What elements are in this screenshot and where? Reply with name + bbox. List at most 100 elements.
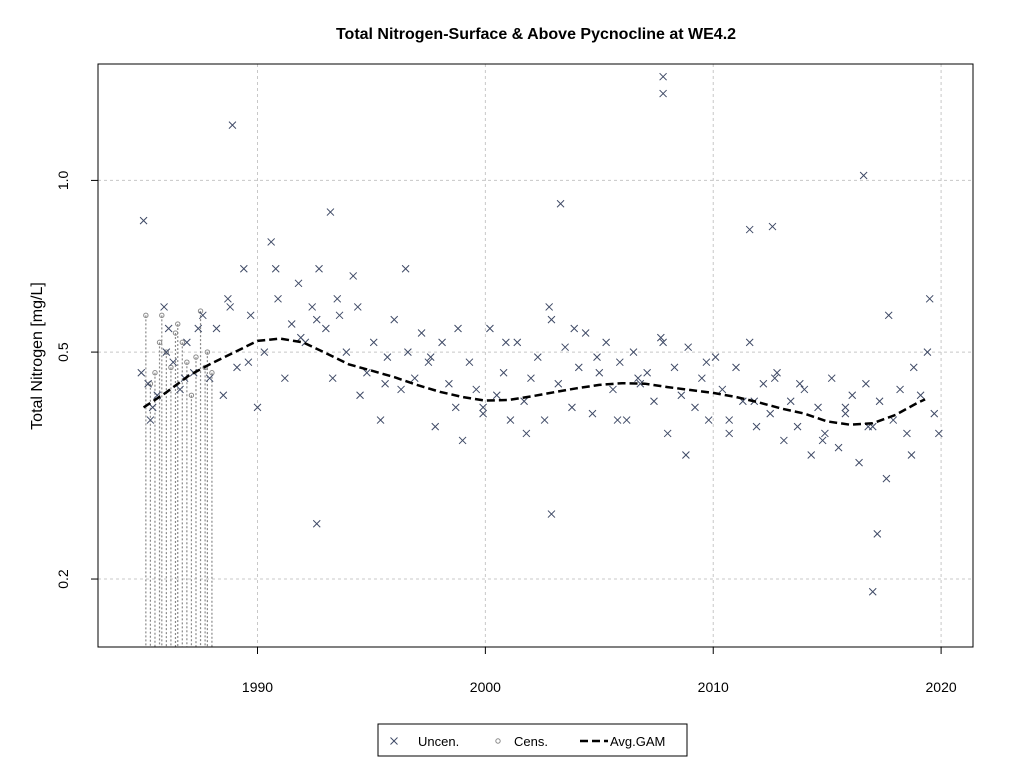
uncensored-point bbox=[873, 530, 882, 538]
uncensored-point bbox=[574, 363, 583, 372]
uncensored-point bbox=[759, 379, 768, 388]
uncensored-point bbox=[342, 348, 351, 356]
uncensored-point bbox=[205, 374, 214, 383]
uncensored-point bbox=[296, 333, 305, 342]
uncensored-point bbox=[326, 208, 335, 216]
uncensored-point bbox=[308, 303, 317, 311]
uncensored-point bbox=[862, 379, 870, 388]
uncensored-point bbox=[294, 279, 303, 288]
uncensored-point bbox=[451, 403, 460, 412]
uncensored-point bbox=[404, 348, 412, 356]
uncensored-point bbox=[520, 397, 528, 406]
uncensored-point bbox=[383, 353, 392, 361]
uncensored-point bbox=[841, 403, 850, 412]
uncensored-point bbox=[335, 311, 344, 320]
uncensored-point bbox=[426, 353, 435, 361]
uncensored-point bbox=[768, 222, 777, 231]
uncensored-point bbox=[369, 338, 378, 347]
uncensored-point bbox=[868, 587, 877, 596]
censored-point bbox=[188, 392, 195, 398]
uncensored-point bbox=[194, 324, 203, 333]
uncensored-point bbox=[650, 397, 658, 406]
legend-marker-uncensored bbox=[390, 737, 398, 745]
uncensored-point bbox=[381, 379, 389, 388]
uncensored-point bbox=[568, 403, 576, 412]
uncensored-point bbox=[253, 403, 262, 412]
x-tick-label: 2010 bbox=[698, 679, 729, 695]
uncensored-point bbox=[704, 416, 713, 424]
uncensored-point bbox=[410, 374, 419, 383]
uncensored-point bbox=[198, 311, 207, 320]
legend-label: Avg.GAM bbox=[610, 734, 665, 749]
uncensored-point bbox=[818, 436, 827, 445]
uncensored-point bbox=[834, 443, 843, 452]
uncensored-point bbox=[896, 385, 904, 394]
uncensored-point bbox=[445, 379, 453, 388]
uncensored-point bbox=[930, 409, 939, 418]
uncensored-point bbox=[923, 348, 932, 356]
uncensored-point bbox=[659, 89, 667, 98]
uncensored-point bbox=[780, 436, 788, 445]
uncensored-point bbox=[615, 358, 624, 367]
uncensored-point bbox=[244, 358, 253, 367]
uncensored-point bbox=[169, 358, 178, 367]
x-axis: 1990 2000 2010 2020 bbox=[242, 647, 957, 695]
censored-point bbox=[156, 339, 163, 346]
uncensored-point bbox=[556, 199, 565, 208]
uncensored-point bbox=[745, 225, 754, 234]
uncensored-point bbox=[224, 294, 232, 303]
y-tick-label: 0.2 bbox=[55, 569, 71, 589]
uncensored-point bbox=[280, 374, 289, 383]
uncensored-point bbox=[226, 303, 235, 311]
uncensored-point bbox=[581, 329, 590, 337]
censored-point bbox=[179, 339, 186, 346]
uncensored-point bbox=[711, 353, 720, 361]
uncensored-point bbox=[800, 385, 809, 394]
uncensored-point bbox=[287, 320, 296, 328]
censored-point bbox=[202, 364, 208, 371]
censored-point bbox=[175, 321, 181, 327]
uncensored-point bbox=[212, 324, 221, 333]
uncensored-point bbox=[725, 429, 734, 438]
uncensored-point bbox=[431, 422, 440, 431]
y-axis-label: Total Nitrogen [mg/L] bbox=[29, 282, 46, 430]
censored-point bbox=[163, 349, 170, 355]
uncensored-point bbox=[691, 403, 699, 412]
censored-point bbox=[193, 354, 199, 360]
uncensored-point bbox=[554, 379, 563, 388]
uncensored-point bbox=[176, 385, 184, 394]
uncensored-point bbox=[465, 358, 474, 367]
y-axis: 0.2 0.5 1.0 bbox=[55, 170, 98, 589]
uncensored-point bbox=[595, 368, 604, 377]
uncensored-point bbox=[884, 311, 893, 320]
uncensored-point bbox=[527, 374, 535, 383]
uncensored-point bbox=[137, 368, 146, 377]
uncensored-point bbox=[561, 343, 569, 352]
uncensored-point bbox=[315, 264, 323, 273]
uncensored-point bbox=[770, 374, 779, 383]
uncensored-point bbox=[164, 324, 173, 333]
uncensored-point bbox=[934, 429, 943, 438]
censored-point bbox=[159, 312, 165, 319]
uncensored-point bbox=[545, 303, 554, 311]
uncensored-point bbox=[349, 272, 358, 280]
uncensored-point bbox=[424, 358, 433, 367]
uncensored-point bbox=[629, 348, 638, 356]
uncensored-point bbox=[570, 324, 579, 333]
censored-point bbox=[209, 370, 215, 376]
uncensored-point bbox=[634, 374, 642, 383]
x-tick-label: 1990 bbox=[242, 679, 273, 695]
uncensored-point bbox=[397, 385, 405, 394]
uncensored-point bbox=[492, 391, 501, 400]
uncensored-point bbox=[602, 338, 610, 347]
uncensored-point bbox=[540, 416, 549, 424]
uncensored-point bbox=[613, 416, 622, 424]
censored-point bbox=[152, 370, 158, 376]
x-tick-label: 2020 bbox=[926, 679, 957, 695]
uncensored-point bbox=[333, 294, 342, 303]
censored-point bbox=[204, 349, 211, 355]
uncensored-point bbox=[697, 374, 706, 383]
uncensored-point bbox=[260, 348, 269, 356]
censored-point bbox=[168, 364, 174, 371]
uncensored-point bbox=[793, 422, 802, 431]
